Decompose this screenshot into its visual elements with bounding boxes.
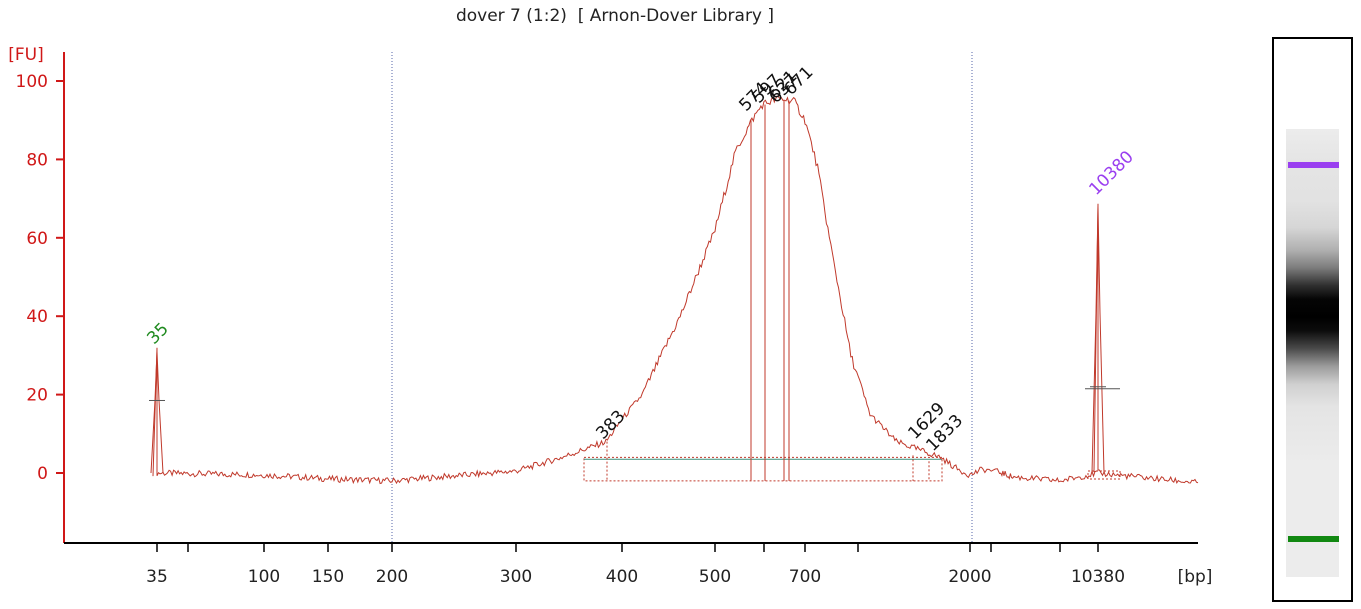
x-tick-label: 10380	[1071, 567, 1125, 587]
virtual-gel-lane	[1272, 37, 1353, 602]
x-tick-label: 500	[699, 567, 731, 587]
y-tick-label: 60	[26, 229, 48, 249]
x-tick-label: 2000	[948, 567, 991, 587]
x-tick-label: 700	[789, 567, 821, 587]
sample-regions	[583, 100, 1121, 482]
gel-upper-marker-band	[1288, 162, 1339, 168]
axes: [FU] 0 20 40 60 80 100 35 100 150 200 300 400 500 700 2…	[8, 45, 1212, 587]
x-axis-unit: [bp]	[1178, 567, 1213, 587]
lower-marker-label: 35	[143, 319, 172, 348]
upper-marker-spike	[1091, 206, 1105, 474]
trace-layer	[150, 95, 1199, 485]
y-tick-label: 0	[37, 464, 48, 484]
upper-marker-label: 10380	[1085, 147, 1137, 199]
sample-peak-label: 383	[592, 406, 629, 443]
gel-smear	[1286, 129, 1339, 577]
marker-layer	[149, 386, 1120, 401]
y-axis-unit: [FU]	[8, 45, 44, 65]
chart-title: dover 7 (1:2) [ Arnon-Dover Library ]	[455, 6, 775, 26]
y-tick-label: 20	[26, 386, 48, 406]
x-tick-label: 35	[146, 567, 168, 587]
lower-marker-spike	[150, 351, 164, 474]
electropherogram-plot: [FU] 0 20 40 60 80 100 35 100 150 200 300 400 500 700 2…	[8, 45, 1212, 587]
y-tick-label: 80	[26, 150, 48, 170]
x-tick-label: 100	[248, 567, 280, 587]
region-box	[583, 456, 943, 482]
x-tick-label: 200	[376, 567, 408, 587]
gel-lower-marker-band	[1288, 536, 1339, 542]
x-tick-label: 400	[606, 567, 638, 587]
x-tick-label: 300	[500, 567, 532, 587]
trace-line	[152, 95, 1199, 485]
y-tick-label: 40	[26, 307, 48, 327]
x-tick-label: 150	[312, 567, 344, 587]
region-dividers	[391, 52, 973, 543]
y-tick-label: 100	[16, 72, 48, 92]
